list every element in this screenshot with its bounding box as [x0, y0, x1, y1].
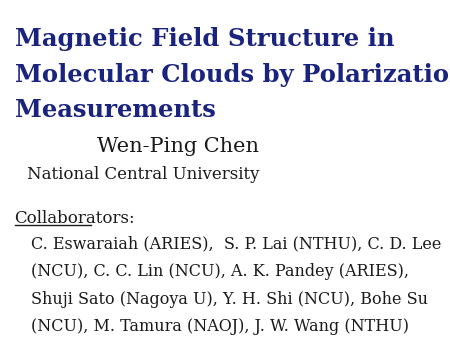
- Text: Magnetic Field Structure in: Magnetic Field Structure in: [14, 27, 394, 51]
- Text: Shuji Sato (Nagoya U), Y. H. Shi (NCU), Bohe Su: Shuji Sato (Nagoya U), Y. H. Shi (NCU), …: [31, 291, 428, 308]
- Text: Wen-Ping Chen: Wen-Ping Chen: [97, 137, 259, 156]
- Text: National Central University: National Central University: [27, 166, 259, 183]
- Text: Collaborators:: Collaborators:: [14, 210, 135, 227]
- Text: C. Eswaraiah (ARIES),  S. P. Lai (NTHU), C. D. Lee: C. Eswaraiah (ARIES), S. P. Lai (NTHU), …: [31, 236, 441, 253]
- Text: (NCU), C. C. Lin (NCU), A. K. Pandey (ARIES),: (NCU), C. C. Lin (NCU), A. K. Pandey (AR…: [31, 263, 409, 280]
- Text: Molecular Clouds by Polarization: Molecular Clouds by Polarization: [14, 63, 450, 87]
- Text: (NCU), M. Tamura (NAOJ), J. W. Wang (NTHU): (NCU), M. Tamura (NAOJ), J. W. Wang (NTH…: [31, 318, 409, 335]
- Text: Measurements: Measurements: [14, 98, 216, 122]
